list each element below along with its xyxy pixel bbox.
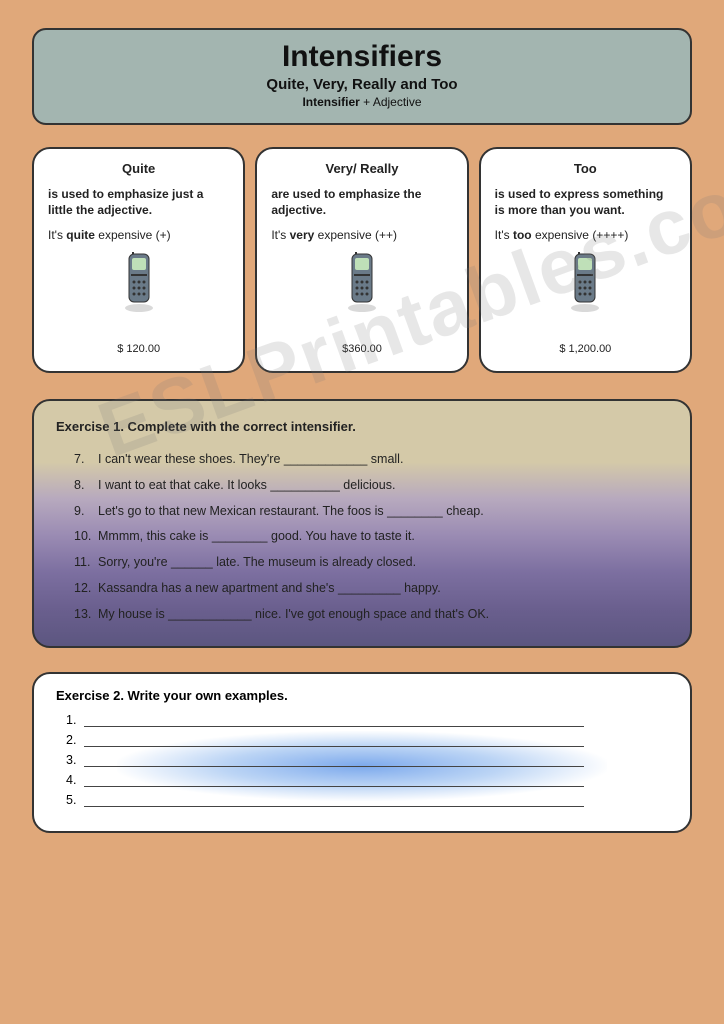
exercise-2-line: 4. bbox=[66, 773, 668, 787]
ex-pre: It's bbox=[495, 228, 513, 242]
exercise-1-item: 12.Kassandra has a new apartment and she… bbox=[74, 577, 668, 601]
ex-post: expensive (++++) bbox=[532, 228, 629, 242]
write-line[interactable] bbox=[84, 786, 584, 787]
item-number: 11. bbox=[74, 551, 98, 575]
ex-post: expensive (+) bbox=[95, 228, 171, 242]
line-number: 5. bbox=[66, 793, 84, 807]
exercise-2-line: 1. bbox=[66, 713, 668, 727]
exercise-1-item: 8.I want to eat that cake. It looks ____… bbox=[74, 474, 668, 498]
item-text: I want to eat that cake. It looks ______… bbox=[98, 478, 395, 492]
card-too: Too is used to express something is more… bbox=[479, 147, 692, 373]
write-line[interactable] bbox=[84, 806, 584, 807]
exercise-2-box: Exercise 2. Write your own examples. 1. 2… bbox=[32, 672, 692, 833]
ex-bold: very bbox=[290, 228, 315, 242]
card-desc: are used to emphasize the adjective. bbox=[271, 186, 452, 218]
exercise-1-item: 7.I can't wear these shoes. They're ____… bbox=[74, 448, 668, 472]
line-number: 4. bbox=[66, 773, 84, 787]
item-text: Let's go to that new Mexican restaurant.… bbox=[98, 504, 484, 518]
exercise-1-item: 13.My house is ____________ nice. I've g… bbox=[74, 603, 668, 627]
item-number: 12. bbox=[74, 577, 98, 601]
item-number: 10. bbox=[74, 525, 98, 549]
line-number: 3. bbox=[66, 753, 84, 767]
page-subtitle: Quite, Very, Really and Too bbox=[54, 76, 670, 93]
phone-icon bbox=[271, 252, 452, 317]
exercise-1-item: 11.Sorry, you're ______ late. The museum… bbox=[74, 551, 668, 575]
write-line[interactable] bbox=[84, 766, 584, 767]
page-title: Intensifiers bbox=[54, 40, 670, 74]
write-line[interactable] bbox=[84, 746, 584, 747]
phone-icon bbox=[495, 252, 676, 317]
exercise-1-title: Exercise 1. Complete with the correct in… bbox=[56, 415, 668, 440]
card-price: $ 1,200.00 bbox=[495, 343, 676, 355]
item-text: I can't wear these shoes. They're ______… bbox=[98, 452, 403, 466]
card-example: It's very expensive (++) bbox=[271, 228, 452, 242]
ex-bold: too bbox=[513, 228, 532, 242]
exercise-1-box: Exercise 1. Complete with the correct in… bbox=[32, 399, 692, 648]
subline-rest: + Adjective bbox=[360, 95, 422, 109]
exercise-1-item: 10.Mmmm, this cake is ________ good. You… bbox=[74, 525, 668, 549]
card-title: Very/ Really bbox=[271, 161, 452, 176]
card-desc: is used to emphasize just a little the a… bbox=[48, 186, 229, 218]
line-number: 1. bbox=[66, 713, 84, 727]
item-number: 7. bbox=[74, 448, 98, 472]
card-price: $360.00 bbox=[271, 343, 452, 355]
item-number: 8. bbox=[74, 474, 98, 498]
page-subline: Intensifier + Adjective bbox=[54, 95, 670, 109]
exercise-2-line: 5. bbox=[66, 793, 668, 807]
card-example: It's quite expensive (+) bbox=[48, 228, 229, 242]
card-very: Very/ Really are used to emphasize the a… bbox=[255, 147, 468, 373]
item-text: Kassandra has a new apartment and she's … bbox=[98, 581, 441, 595]
exercise-2-line: 3. bbox=[66, 753, 668, 767]
item-text: My house is ____________ nice. I've got … bbox=[98, 607, 489, 621]
subline-bold: Intensifier bbox=[302, 95, 359, 109]
ex-pre: It's bbox=[48, 228, 66, 242]
item-text: Mmmm, this cake is ________ good. You ha… bbox=[98, 529, 415, 543]
item-text: Sorry, you're ______ late. The museum is… bbox=[98, 555, 416, 569]
ex-post: expensive (++) bbox=[314, 228, 397, 242]
item-number: 9. bbox=[74, 500, 98, 524]
card-example: It's too expensive (++++) bbox=[495, 228, 676, 242]
line-number: 2. bbox=[66, 733, 84, 747]
cards-row: Quite is used to emphasize just a little… bbox=[32, 147, 692, 373]
card-price: $ 120.00 bbox=[48, 343, 229, 355]
phone-icon bbox=[48, 252, 229, 317]
write-line[interactable] bbox=[84, 726, 584, 727]
card-desc: is used to express something is more tha… bbox=[495, 186, 676, 218]
card-quite: Quite is used to emphasize just a little… bbox=[32, 147, 245, 373]
item-number: 13. bbox=[74, 603, 98, 627]
ex-bold: quite bbox=[66, 228, 95, 242]
exercise-1-list: 7.I can't wear these shoes. They're ____… bbox=[56, 448, 668, 626]
exercise-2-line: 2. bbox=[66, 733, 668, 747]
title-box: Intensifiers Quite, Very, Really and Too… bbox=[32, 28, 692, 125]
exercise-2-list: 1. 2. 3. 4. 5. bbox=[56, 713, 668, 807]
exercise-2-title: Exercise 2. Write your own examples. bbox=[56, 688, 668, 703]
exercise-2-lines: 1. 2. 3. 4. 5. bbox=[56, 713, 668, 807]
card-title: Quite bbox=[48, 161, 229, 176]
ex-pre: It's bbox=[271, 228, 289, 242]
card-title: Too bbox=[495, 161, 676, 176]
exercise-1-item: 9.Let's go to that new Mexican restauran… bbox=[74, 500, 668, 524]
